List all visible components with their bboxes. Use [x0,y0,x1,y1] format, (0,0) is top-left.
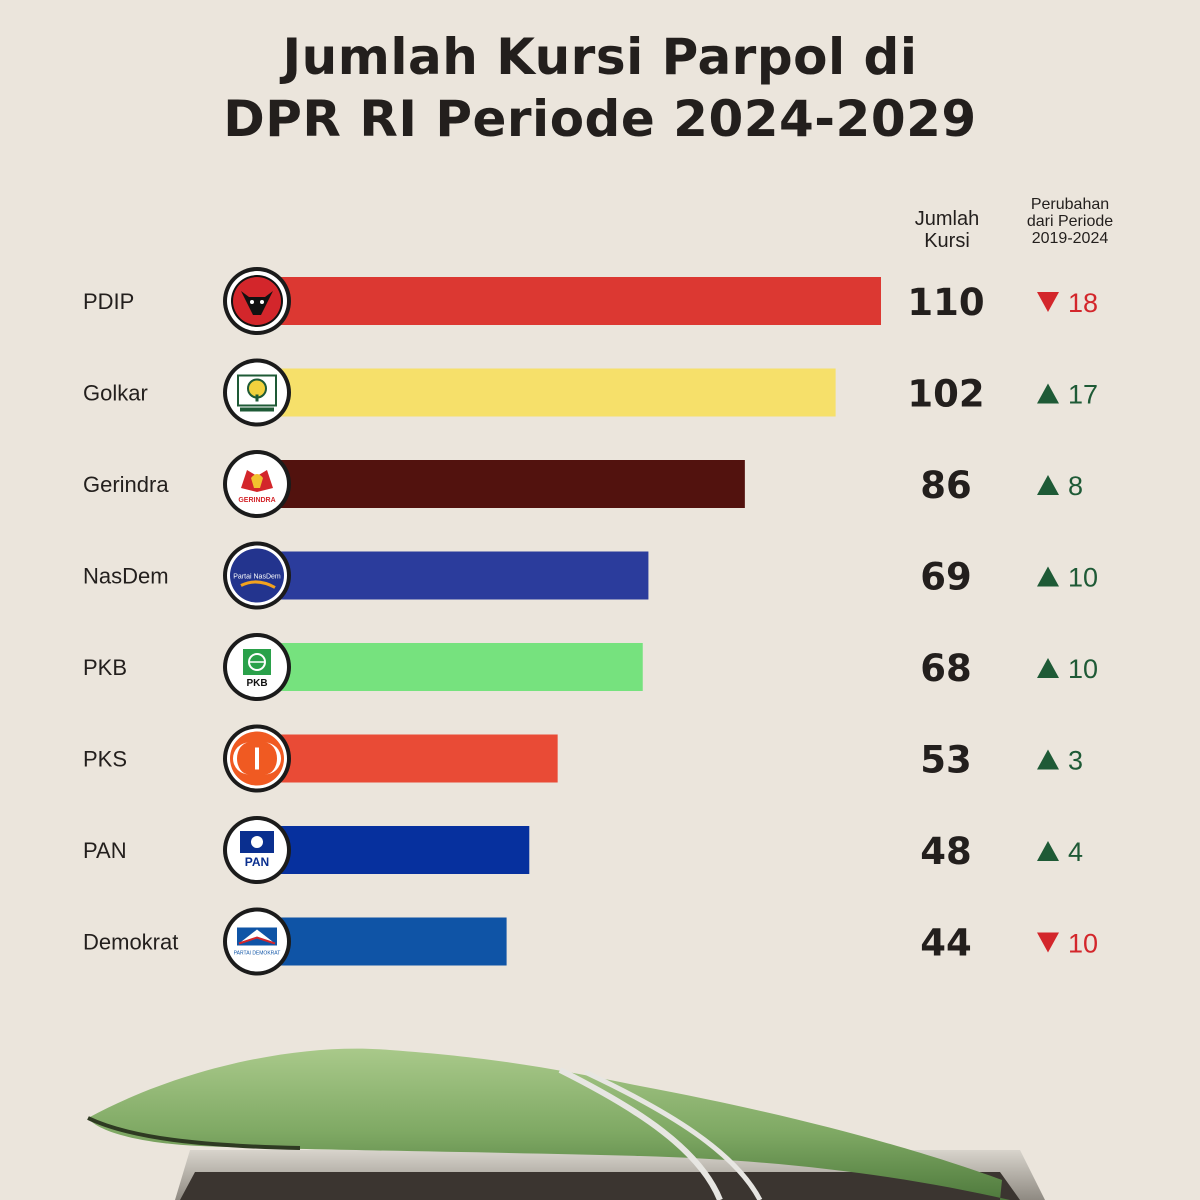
arrow-up-icon-pks [1037,749,1059,770]
logo-nasdem-swoosh [240,580,276,589]
party-label-demokrat: Demokrat [83,930,178,955]
dome-rib-1 [558,1067,723,1200]
crescent-right-icon [265,742,281,775]
bar-pkb [257,643,643,691]
arrow-down-icon-demokrat [1037,932,1059,953]
logo-golkar [223,358,291,427]
dome-roof [88,1048,1010,1200]
bar-pan [257,826,530,874]
change-value-golkar: 17 [1068,380,1098,410]
dome-rib-2 [583,1069,763,1200]
bar-gerindra [257,460,745,508]
seat-value-nasdem: 69 [920,556,972,599]
party-label-gerindra: Gerindra [83,472,169,497]
seat-value-demokrat: 44 [920,922,972,965]
change-value-pdip: 18 [1068,288,1098,318]
logo-pan-text: PAN [245,855,269,869]
bar-pdip [257,277,881,325]
change-header-line-3: 2019-2024 [1031,230,1109,247]
party-label-pks: PKS [83,747,127,772]
bull-eye-icon [250,300,254,304]
chart-title: Jumlah Kursi Parpol di DPR RI Periode 20… [0,26,1200,150]
crescent-left-icon [233,742,249,775]
seat-value-pks: 53 [920,739,972,782]
parliament-building-illustration [87,1048,1045,1200]
dome-rim [87,1116,301,1150]
tree-trunk-icon [255,394,259,402]
bull-eye-icon [260,300,264,304]
seat-value-pkb: 68 [920,647,972,690]
row-golkar: Golkar 102 17 [83,358,1098,427]
building-dark-base [180,1172,1020,1200]
row-demokrat: Demokrat PARTAI DEMOKRAT 44 10 [83,907,1098,976]
bull-head-icon [241,291,273,315]
rice-stalk-icon [255,747,259,770]
logo-demokrat: PARTAI DEMOKRAT [223,907,291,976]
change-value-pks: 3 [1068,746,1083,776]
change-column-header: Perubahan dari Periode 2019-2024 [1002,196,1138,247]
seat-value-gerindra: 86 [920,464,972,507]
red-stripe-icon [238,936,276,945]
garuda-head-icon [251,474,263,488]
row-pan: PAN PAN 48 4 [83,816,1083,884]
seat-value-pdip: 110 [907,281,984,324]
row-pdip: PDIP 110 18 [83,267,1098,335]
arrow-up-icon-nasdem [1037,566,1059,587]
logo-pkb-text: PKB [246,678,267,689]
logo-nasdem-text: Partai NasDem [233,574,281,581]
row-pks: PKS 53 3 [83,724,1083,793]
change-value-demokrat: 10 [1068,929,1098,959]
logo-pks [223,724,291,793]
title-line-1: Jumlah Kursi Parpol di [282,28,918,86]
change-value-nasdem: 10 [1068,563,1098,593]
party-label-golkar: Golkar [83,381,148,406]
row-gerindra: Gerindra GERINDRA 86 8 [83,450,1083,518]
party-label-nasdem: NasDem [83,564,169,589]
logo-pdip [223,267,291,335]
row-pkb: PKB PKB 68 10 [83,633,1098,701]
logo-golkar-banner [240,407,274,412]
title-line-2: DPR RI Periode 2024-2029 [223,90,977,148]
bar-golkar [257,368,836,417]
logo-nasdem: Partai NasDem [223,541,291,610]
change-value-gerindra: 8 [1068,471,1083,501]
change-header-line-1: Perubahan [1030,196,1110,213]
bar-demokrat [257,917,507,966]
party-label-pkb: PKB [83,655,127,680]
logo-demokrat-text: PARTAI DEMOKRAT [234,951,281,957]
seat-value-pan: 48 [920,830,972,873]
logo-gerindra: GERINDRA [223,450,291,518]
change-header-line-2: dari Periode [1026,213,1114,230]
logo-pkb: PKB [223,633,291,701]
arrow-down-icon-pdip [1037,292,1059,312]
logo-nasdem-disc [230,548,284,603]
party-label-pdip: PDIP [83,289,134,314]
bar-nasdem [257,551,649,600]
change-value-pkb: 10 [1068,654,1098,684]
seat-value-golkar: 102 [907,373,984,416]
seats-column-header: Jumlah Kursi [895,208,999,252]
row-nasdem: NasDem Partai NasDem 69 10 [83,541,1098,610]
change-value-pan: 4 [1068,837,1083,867]
bar-pks [257,734,558,783]
arrow-up-icon-pkb [1037,658,1059,678]
logo-gerindra-text: GERINDRA [238,497,275,504]
seats-header-line-1: Jumlah [914,208,980,230]
arrow-up-icon-pan [1037,841,1059,861]
logo-pan: PAN [223,816,291,884]
arrow-up-icon-gerindra [1037,475,1059,495]
sun-icon [251,836,263,848]
seats-header-line-2: Kursi [924,230,970,252]
party-label-pan: PAN [83,838,127,863]
arrow-up-icon-golkar [1037,383,1059,404]
